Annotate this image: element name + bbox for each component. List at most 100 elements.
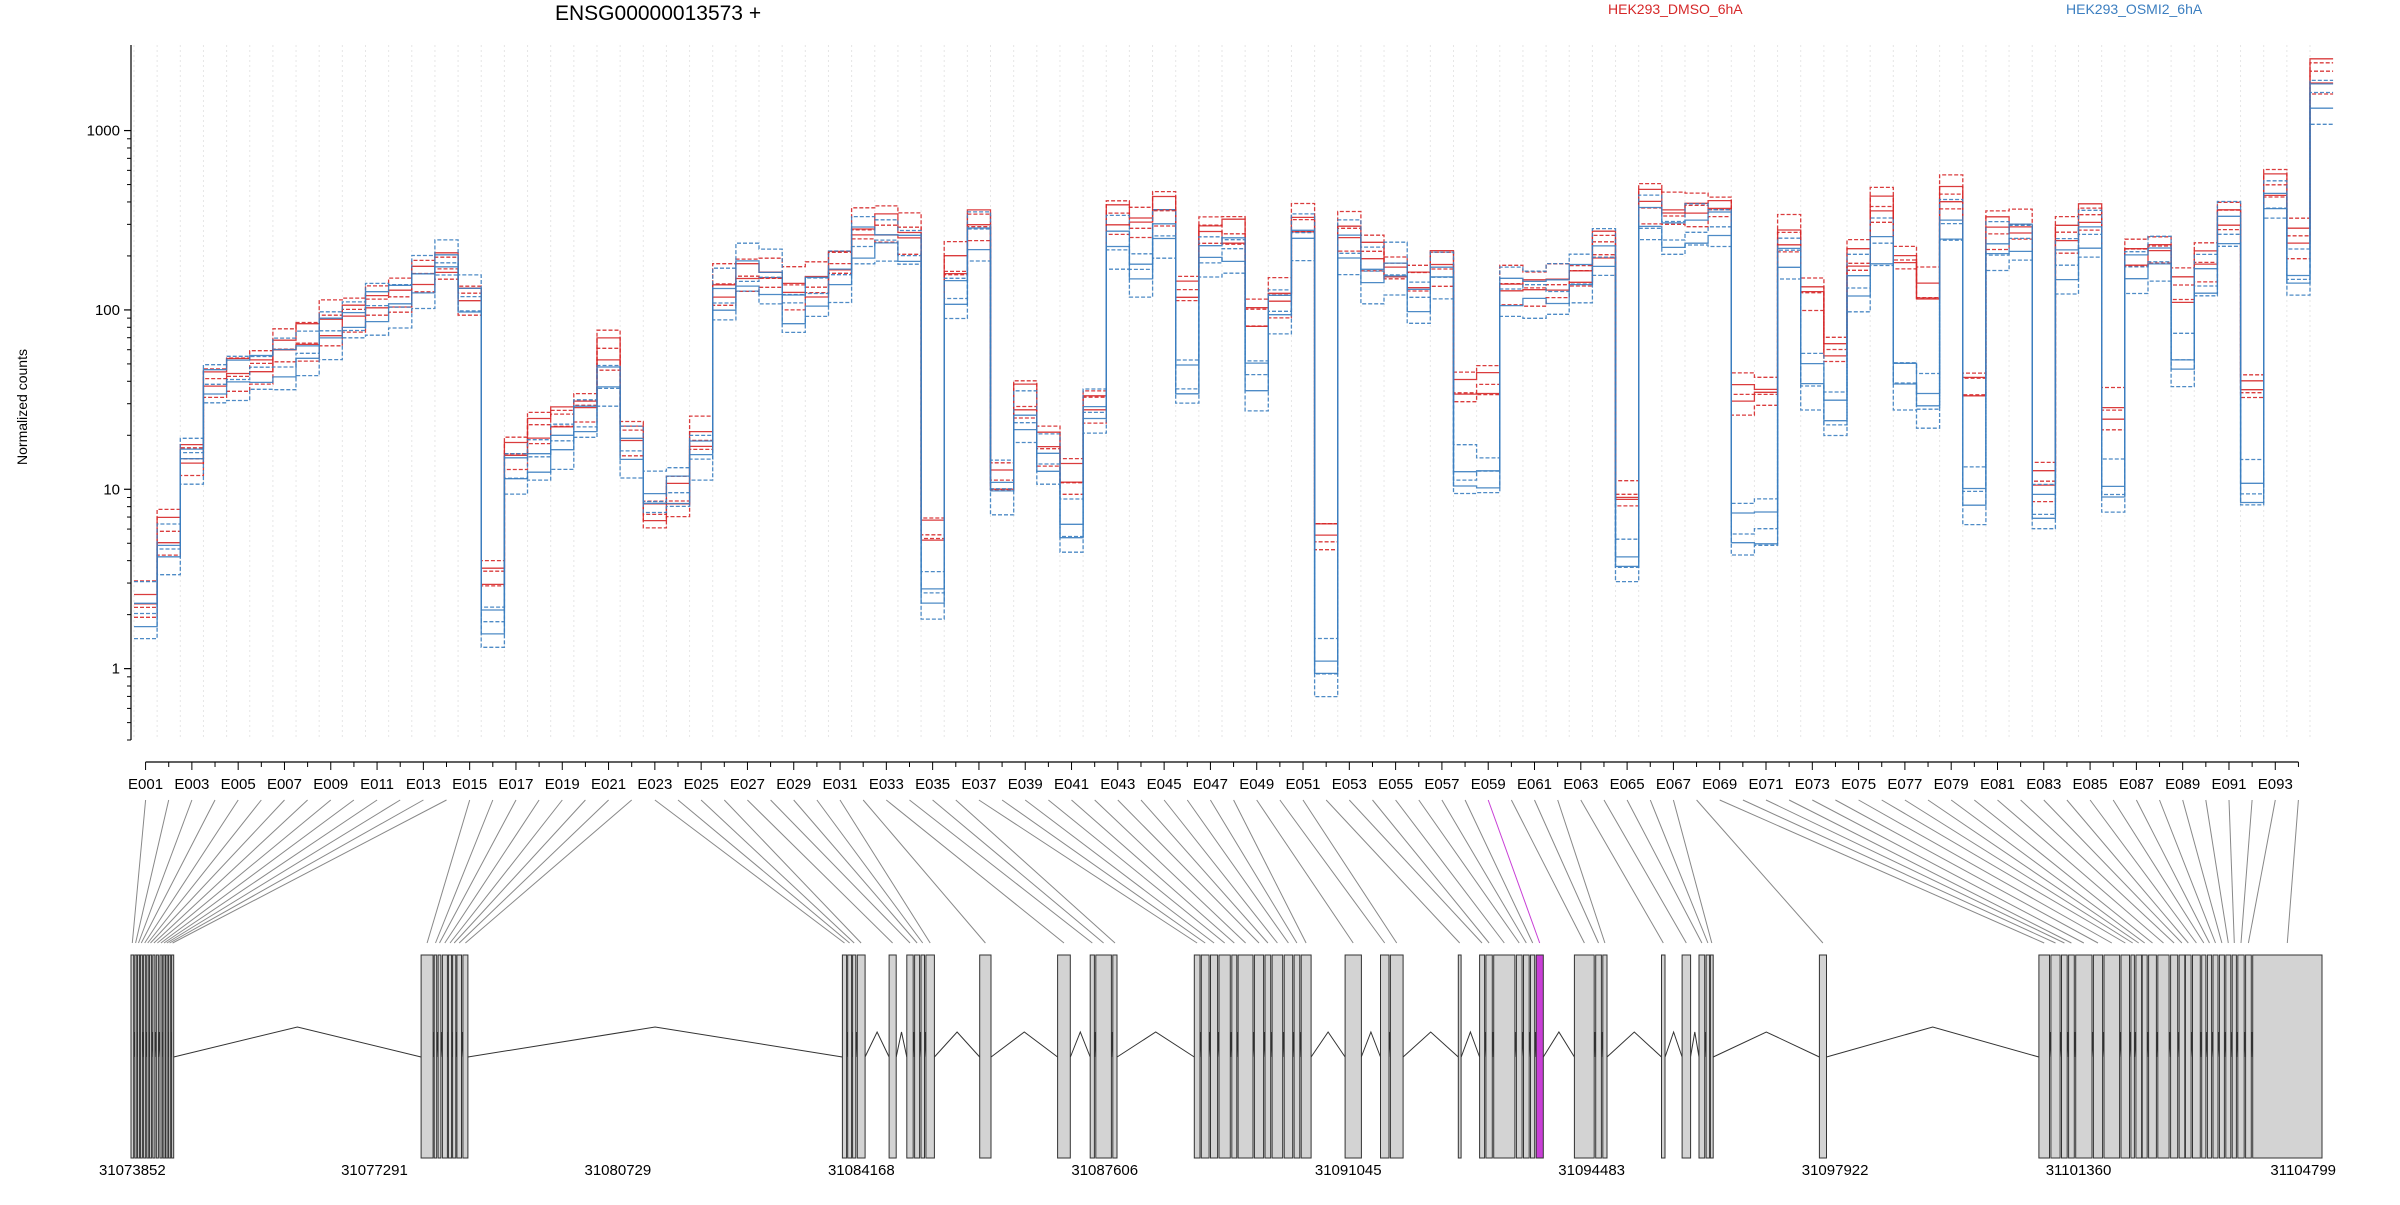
exon-box	[171, 954, 175, 1159]
exon-box	[1818, 954, 1828, 1159]
exon-connector	[1904, 799, 2133, 944]
series-line-osmi	[134, 107, 2334, 675]
exon-box	[1523, 954, 1530, 1159]
exon-box	[452, 954, 457, 1159]
exon-connector	[2159, 799, 2216, 944]
exon-box	[2192, 954, 2201, 1159]
exon-box	[2206, 954, 2213, 1159]
exon-connector	[1256, 799, 1354, 944]
exon-connector	[458, 799, 609, 944]
x-tick-label: E007	[267, 776, 302, 793]
x-tick-label: E077	[1887, 776, 1922, 793]
x-tick-label: E053	[1332, 776, 1367, 793]
exon-connector	[1209, 799, 1298, 944]
series-line-osmi	[134, 91, 2334, 675]
exon-box	[2231, 954, 2237, 1159]
exon-box	[447, 954, 453, 1159]
exon-box	[1253, 954, 1265, 1159]
x-tick-label: E055	[1378, 776, 1413, 793]
exon-box	[2184, 954, 2192, 1159]
exon-box	[159, 954, 163, 1159]
y-tick-label: 1	[112, 661, 120, 678]
exon-box	[2218, 954, 2225, 1159]
x-tick-label: E003	[174, 776, 209, 793]
exon-box	[2130, 954, 2135, 1159]
exon-connector	[978, 799, 1198, 944]
exon-box	[2237, 954, 2245, 1159]
exon-connector	[2240, 799, 2253, 944]
exon-box	[1380, 954, 1390, 1159]
exon-box	[888, 954, 897, 1159]
exon-connector	[449, 799, 563, 944]
exon-box	[1089, 954, 1095, 1159]
genomic-tick-label: 31084168	[828, 1162, 895, 1179]
exon-box	[139, 954, 143, 1159]
exon-box	[2092, 954, 2104, 1159]
series-line-dmso	[134, 70, 2334, 609]
exon-connector	[1534, 799, 1599, 944]
y-axis: 1 10 100 1000	[87, 45, 132, 741]
exon-connector	[1580, 799, 1664, 944]
exon-box	[149, 954, 153, 1159]
exon-connector	[1672, 799, 1713, 944]
exon-box	[165, 954, 169, 1159]
intron	[1826, 1026, 2040, 1058]
exon-connector	[1696, 799, 1824, 944]
exon-box	[1218, 954, 1231, 1159]
x-tick-label: E073	[1795, 776, 1830, 793]
exon-connector	[1233, 799, 1307, 944]
exon-box	[437, 954, 442, 1159]
exon-box	[137, 954, 141, 1159]
exon-box	[1595, 954, 1602, 1159]
exon-box	[1485, 954, 1493, 1159]
x-tick-label: E013	[406, 776, 441, 793]
intron	[1310, 1031, 1346, 1058]
exon-box	[456, 954, 462, 1159]
exon-box	[146, 954, 150, 1159]
exon-connector	[747, 799, 893, 944]
genomic-tick-label: 31097922	[1802, 1162, 1869, 1179]
exon-connector	[1163, 799, 1278, 944]
gene-model	[130, 954, 2323, 1159]
exon-connector	[2228, 799, 2235, 944]
chart-title: ENSG00000013573 +	[555, 2, 762, 25]
x-tick-label: E051	[1285, 776, 1320, 793]
exon-box	[462, 954, 469, 1159]
exon-box	[1530, 954, 1536, 1159]
exon-connector	[1418, 799, 1520, 944]
exon-connector	[909, 799, 1093, 944]
intron	[1116, 1031, 1195, 1058]
exon-connector	[1812, 799, 2085, 944]
genomic-axis: 31073852 31077291 31080729 31084168 31087606…	[99, 1162, 2336, 1179]
x-tick-label: E075	[1841, 776, 1876, 793]
x-tick-label: E085	[2073, 776, 2108, 793]
exon-box	[1573, 954, 1595, 1159]
x-tick-label: E041	[1054, 776, 1089, 793]
exon-box	[2225, 954, 2232, 1159]
genomic-tick-label: 31073852	[99, 1162, 166, 1179]
exon-box	[2061, 954, 2068, 1159]
x-tick-label: E039	[1008, 776, 1043, 793]
intron	[990, 1031, 1058, 1058]
exon-box	[152, 954, 156, 1159]
series-line-osmi	[134, 79, 2334, 640]
x-tick-label: E071	[1748, 776, 1783, 793]
x-tick-label: E049	[1239, 776, 1274, 793]
intron	[1402, 1031, 1459, 1058]
x-tick-label: E027	[730, 776, 765, 793]
x-tick-label: E081	[1980, 776, 2015, 793]
y-tick-label: 100	[95, 302, 120, 319]
intron	[1606, 1031, 1662, 1058]
exon-connector	[1487, 799, 1541, 944]
x-tick-label: E063	[1563, 776, 1598, 793]
exon-box	[168, 954, 172, 1159]
exon-connector	[1302, 799, 1398, 944]
exon-box	[441, 954, 448, 1159]
exon-box	[1095, 954, 1112, 1159]
exon-box	[925, 954, 935, 1159]
exon-connector	[955, 799, 1116, 944]
exon-connector	[144, 799, 239, 944]
series-line-dmso	[134, 93, 2334, 618]
exon-connector	[677, 799, 850, 944]
